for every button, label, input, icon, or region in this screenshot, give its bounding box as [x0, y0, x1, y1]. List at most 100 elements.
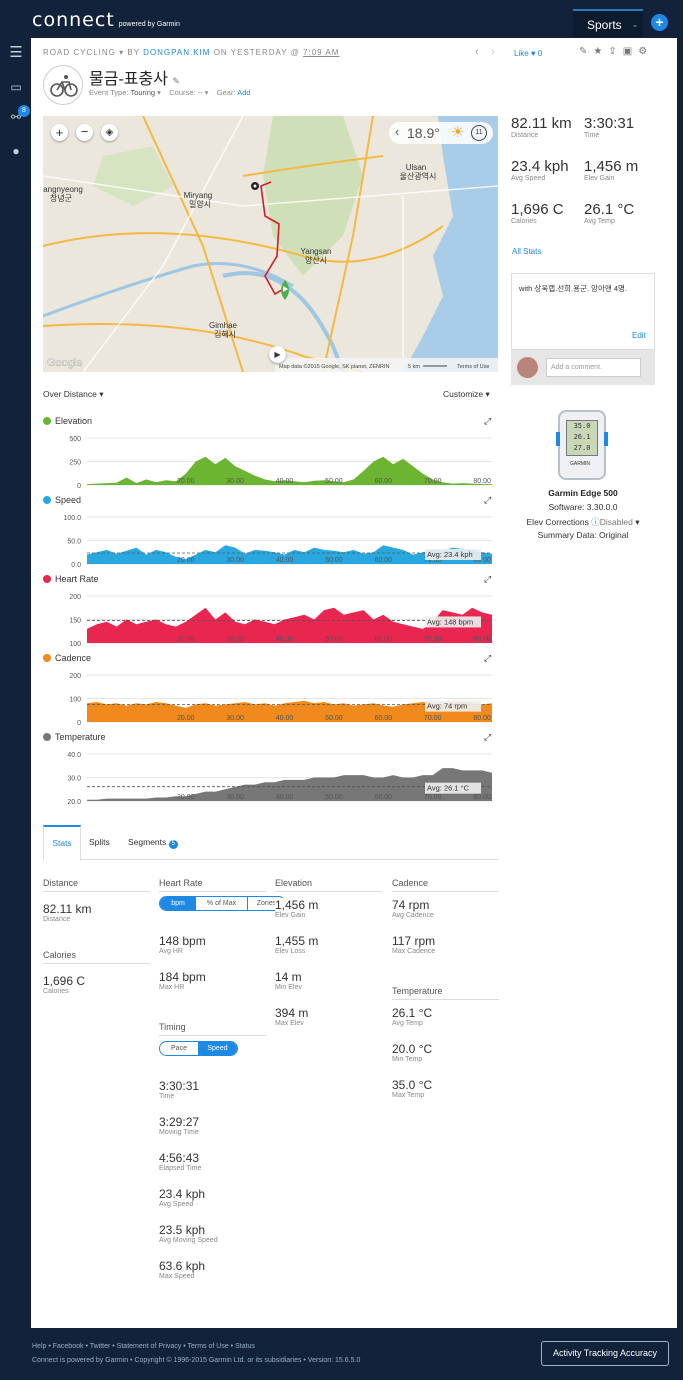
- expand-icon: ⤢: [483, 732, 491, 742]
- cycling-icon: [43, 65, 83, 105]
- comment-edit-link[interactable]: Edit: [632, 331, 646, 340]
- stats-calories-section: Calories 1,696 C Calories: [43, 950, 150, 995]
- user-icon[interactable]: ●: [12, 144, 20, 158]
- footer-facebook-link[interactable]: Facebook: [52, 1343, 84, 1350]
- footer-privacy-link[interactable]: Statement of Privacy: [116, 1343, 182, 1350]
- user-link[interactable]: DONGPAN.KIM: [143, 48, 211, 57]
- summary-avg-temp: 26.1 °C Avg Temp: [584, 201, 635, 225]
- sun-icon: ☀: [451, 124, 465, 141]
- heart-rate-avg-label: Avg: 148 bpm: [427, 617, 473, 626]
- footer-help-link[interactable]: Help: [32, 1343, 47, 1350]
- speed-xtick: 40.00: [276, 557, 294, 564]
- temperature-xtick: 30.00: [226, 794, 244, 801]
- next-activity-icon[interactable]: ›: [491, 46, 495, 58]
- pencil-icon[interactable]: ✎: [172, 76, 180, 86]
- activity-tracking-accuracy-button[interactable]: Activity Tracking Accuracy: [541, 1341, 669, 1366]
- expand-icon: ⤢: [483, 653, 491, 663]
- tab-segments[interactable]: Segments 5: [128, 837, 178, 849]
- event-type-select[interactable]: Touring: [130, 88, 156, 97]
- temperature-xtick: 80.00: [473, 794, 491, 801]
- activity-title[interactable]: 물금-표충사 ✎: [89, 71, 180, 88]
- cadence-xtick: 30.00: [226, 715, 244, 722]
- stat-avg-temp: 26.1 °C Avg Temp: [392, 1006, 433, 1027]
- elevation-xtick: 20.00: [177, 478, 195, 485]
- temperature-series-area: [87, 768, 492, 801]
- footer-copyright: Connect is powered by Garmin • Copyright…: [32, 1357, 361, 1364]
- speed-ytick: 50.0: [67, 539, 81, 546]
- footer-status-link[interactable]: Status: [235, 1343, 255, 1350]
- heart-rate-xtick: 60.00: [375, 636, 393, 643]
- speed-ytick: 0.0: [71, 562, 81, 569]
- expand-icon: ⤢: [483, 574, 491, 584]
- heart-rate-ytick: 100: [69, 641, 81, 648]
- speed-series-area: [87, 545, 492, 564]
- notification-badge: 8: [18, 105, 30, 117]
- connect-logo[interactable]: connect powered by Garmin: [32, 9, 180, 31]
- activity-type[interactable]: ROAD CYCLING: [43, 48, 116, 57]
- cadence-xtick: 50.00: [325, 715, 343, 722]
- hr-bpm-toggle[interactable]: bpm: [160, 897, 196, 910]
- zoom-out-button[interactable]: −: [76, 124, 93, 141]
- activity-actions: ✎★⇪▣⚙: [579, 46, 653, 57]
- cadence-ytick: 200: [69, 673, 81, 680]
- pace-toggle[interactable]: Pace: [171, 1045, 187, 1052]
- map-label: Gimhae: [209, 321, 238, 330]
- stats-distance-section: Distance 82.11 km Distance: [43, 878, 150, 923]
- lock-icon[interactable]: ▣: [622, 46, 639, 57]
- hr-zones-toggle[interactable]: Zones: [256, 900, 277, 907]
- tab-stats[interactable]: Stats: [43, 825, 81, 861]
- map-label: 창녕군: [50, 194, 72, 203]
- elevation-xtick: 80.00: [473, 478, 491, 485]
- gear-icon[interactable]: ⚙: [638, 46, 654, 57]
- share-icon[interactable]: ⇪: [608, 46, 623, 57]
- edit-icon[interactable]: ✎: [579, 46, 594, 57]
- customize-select[interactable]: Customize ▾: [443, 389, 490, 399]
- footer-links: Help • Facebook • Twitter • Statement of…: [32, 1343, 255, 1350]
- prev-activity-icon[interactable]: ‹: [475, 46, 479, 58]
- map-copyright: Map data ©2015 Google, SK planet, ZENRIN: [279, 363, 389, 370]
- stat-elev-loss: 1,455 m Elev Loss: [275, 934, 319, 955]
- route-map[interactable]: angnyeong 창녕군 Miryang 밀양시 Ulsan 울산광역시 Ya…: [43, 116, 498, 372]
- over-distance-select[interactable]: Over Distance ▾: [43, 389, 104, 399]
- chevron-left-icon[interactable]: ‹: [395, 124, 400, 139]
- hr-toggle-overlap: [275, 898, 299, 912]
- comment-text: with 상욱랩.선희.용군. 앙아맨 4명.: [519, 284, 627, 293]
- summary-distance: 82.11 km Distance: [511, 115, 572, 139]
- speed-avg-label-bg: [425, 549, 481, 561]
- device-software: Software: 3.30.0.0: [548, 502, 618, 512]
- course-select[interactable]: --: [197, 88, 203, 97]
- elevation-xtick: 40.00: [276, 478, 294, 485]
- cadence-avg-label: Avg: 74 rpm: [427, 702, 467, 711]
- elev-corrections-select[interactable]: Disabled: [599, 517, 633, 527]
- temperature-xtick: 50.00: [325, 794, 343, 801]
- zoom-in-button[interactable]: +: [51, 124, 68, 141]
- activity-meta: ROAD CYCLING ▾ BY DONGPAN.KIM ON YESTERD…: [43, 48, 340, 57]
- gear-add-link[interactable]: Add: [237, 88, 251, 97]
- inbox-icon[interactable]: ▭: [10, 80, 22, 94]
- add-button[interactable]: +: [651, 14, 668, 31]
- footer-terms-link[interactable]: Terms of Use: [187, 1343, 229, 1350]
- stat-avg-moving-speed: 23.5 kph Avg Moving Speed: [159, 1223, 218, 1244]
- play-icon[interactable]: ▶: [269, 346, 286, 363]
- footer-twitter-link[interactable]: Twitter: [89, 1343, 111, 1350]
- speed-xtick: 20.00: [177, 557, 195, 564]
- sports-menu-button[interactable]: Sports -: [573, 9, 643, 37]
- hr-percent-toggle[interactable]: % of Max: [196, 897, 248, 910]
- activity-time[interactable]: 7:09 AM: [303, 48, 340, 57]
- help-icon[interactable]: ⓘ: [591, 517, 600, 527]
- elevation-xtick: 70.00: [424, 478, 442, 485]
- comment-input[interactable]: Add a comment.: [546, 358, 641, 377]
- star-icon[interactable]: ★: [593, 46, 609, 57]
- map-label: Miryang: [184, 191, 212, 200]
- speed-toggle[interactable]: Speed: [198, 1042, 237, 1055]
- menu-icon[interactable]: ☰: [9, 44, 23, 61]
- all-stats-link[interactable]: All Stats: [512, 247, 542, 256]
- connections-icon[interactable]: ⚯: [10, 110, 22, 124]
- heart-rate-xtick: 80.00: [473, 636, 491, 643]
- chevron-down-icon: -: [633, 18, 637, 32]
- layers-icon[interactable]: ◈: [101, 124, 118, 141]
- cadence-series-area: [87, 700, 492, 722]
- like-button[interactable]: Like ♥ 0: [514, 49, 543, 58]
- tab-splits[interactable]: Splits: [89, 837, 110, 847]
- stat-time: 3:30:31 Time: [159, 1079, 200, 1100]
